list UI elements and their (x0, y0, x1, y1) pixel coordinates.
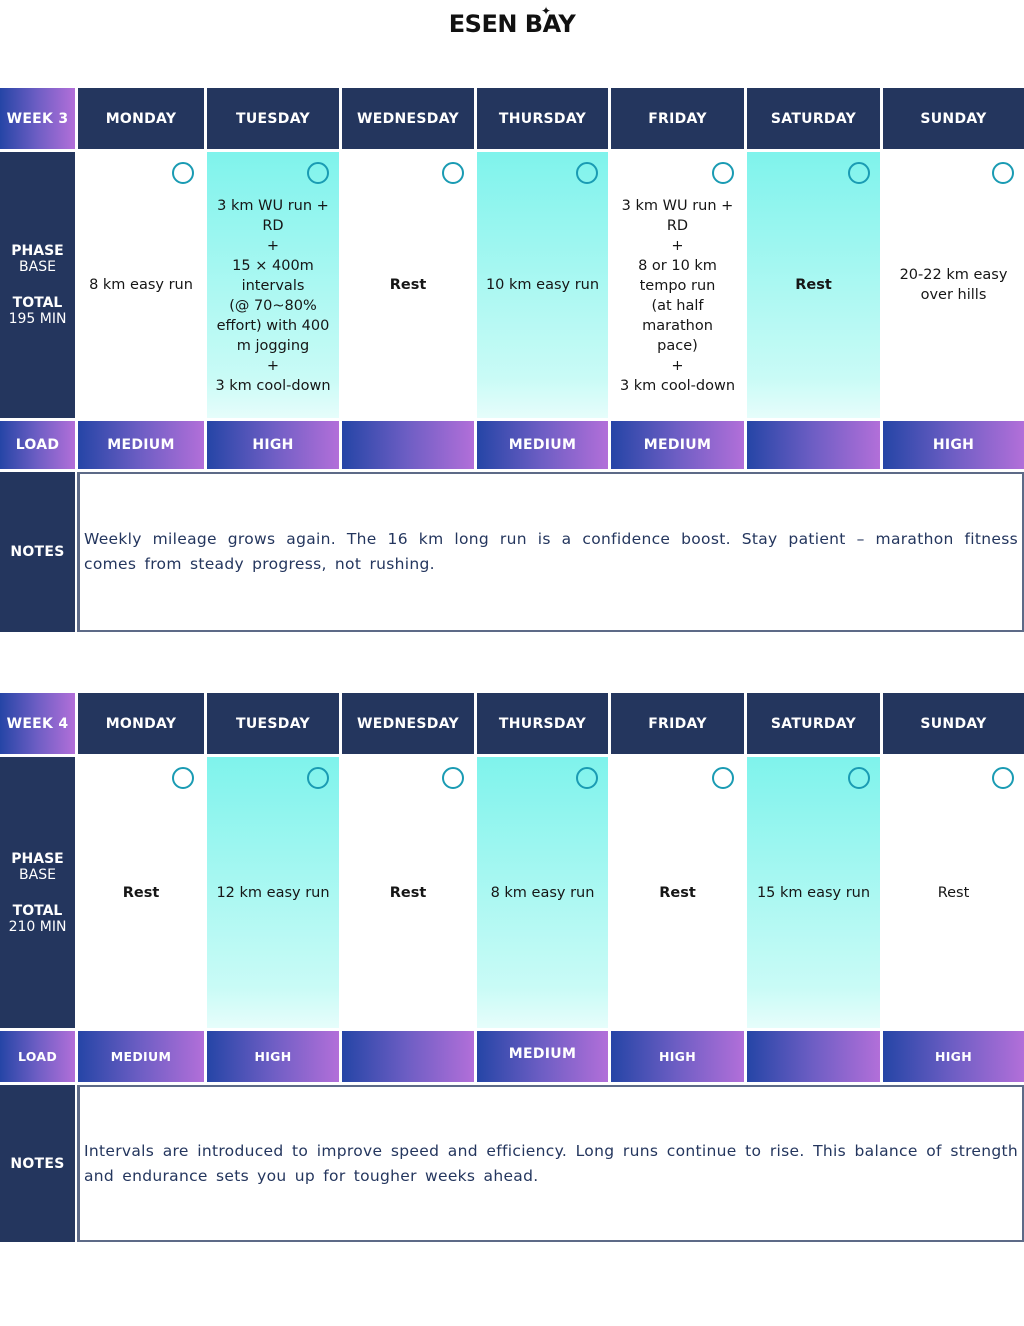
day-header-sunday: SUNDAY (883, 693, 1024, 754)
logo-text: ESEN BAY (448, 10, 576, 38)
completion-checkbox[interactable] (576, 767, 598, 789)
workout-text: Rest (795, 277, 832, 293)
load-badge-thursday: MEDIUM (477, 1031, 608, 1082)
phase-label: PHASE (11, 243, 64, 259)
workout-cell-friday: Rest (611, 757, 744, 1028)
load-badge-tuesday: HIGH (207, 1031, 339, 1082)
workout-cell-friday: 3 km WU run + RD + 8 or 10 km tempo run … (611, 152, 744, 418)
workout-cell-wednesday: Rest (342, 152, 474, 418)
completion-checkbox[interactable] (712, 767, 734, 789)
load-badge-saturday (747, 421, 880, 469)
phase-label: PHASE (11, 850, 64, 867)
day-header-wednesday: WEDNESDAY (342, 88, 474, 149)
day-header-sunday: SUNDAY (883, 88, 1024, 149)
day-header-saturday: SATURDAY (747, 693, 880, 754)
load-badge-wednesday (342, 1031, 474, 1082)
workout-cell-monday: 8 km easy run (78, 152, 204, 418)
workout-text: Rest (389, 277, 427, 293)
day-header-thursday: THURSDAY (477, 88, 608, 149)
workout-cell-monday: Rest (78, 757, 204, 1028)
workout-text: 15 km easy run (756, 884, 871, 901)
load-badge-sunday: HIGH (883, 1031, 1024, 1082)
workout-text: 20-22 km easy over hills (899, 267, 1008, 303)
day-header-saturday: SATURDAY (747, 88, 880, 149)
completion-checkbox[interactable] (576, 162, 598, 184)
workout-text: 12 km easy run (216, 884, 330, 901)
workout-cell-tuesday: 3 km WU run + RD + 15 × 400m intervals (… (207, 152, 339, 418)
completion-checkbox[interactable] (172, 162, 194, 184)
workout-cell-sunday: Rest (883, 757, 1024, 1028)
total-label: TOTAL (12, 902, 63, 919)
completion-checkbox[interactable] (442, 162, 464, 184)
load-badge-friday: HIGH (611, 1031, 744, 1082)
day-header-thursday: THURSDAY (477, 693, 608, 754)
day-header-tuesday: TUESDAY (207, 88, 339, 149)
notes-text: Intervals are introduced to improve spee… (84, 1141, 1018, 1185)
day-header-friday: FRIDAY (611, 693, 744, 754)
day-header-monday: MONDAY (78, 88, 204, 149)
day-header-monday: MONDAY (78, 693, 204, 754)
load-badge-sunday: HIGH (883, 421, 1024, 469)
workout-text: Rest (389, 884, 427, 901)
completion-checkbox[interactable] (992, 767, 1014, 789)
total-label: TOTAL (12, 295, 63, 311)
completion-checkbox[interactable] (442, 767, 464, 789)
completion-checkbox[interactable] (992, 162, 1014, 184)
load-label: LOAD (0, 1031, 75, 1082)
day-header-tuesday: TUESDAY (207, 693, 339, 754)
total-value: 210 MIN (8, 918, 67, 935)
load-label: LOAD (0, 421, 75, 469)
load-badge-thursday: MEDIUM (477, 421, 608, 469)
phase-summary: PHASE BASE TOTAL 195 MIN (0, 152, 75, 418)
workout-text: Rest (122, 884, 160, 901)
completion-checkbox[interactable] (307, 162, 329, 184)
day-header-friday: FRIDAY (611, 88, 744, 149)
completion-checkbox[interactable] (172, 767, 194, 789)
phase-summary: PHASE BASE TOTAL 210 MIN (0, 757, 75, 1028)
week-label: WEEK 4 (0, 693, 75, 754)
total-value: 195 MIN (8, 311, 67, 327)
workout-cell-thursday: 8 km easy run (477, 757, 608, 1028)
workout-cell-sunday: 20-22 km easy over hills (883, 152, 1024, 418)
completion-checkbox[interactable] (712, 162, 734, 184)
workout-cell-tuesday: 12 km easy run (207, 757, 339, 1028)
day-header-wednesday: WEDNESDAY (342, 693, 474, 754)
completion-checkbox[interactable] (307, 767, 329, 789)
completion-checkbox[interactable] (848, 162, 870, 184)
workout-cell-saturday: Rest (747, 152, 880, 418)
load-badge-friday: MEDIUM (611, 421, 744, 469)
workout-cell-saturday: 15 km easy run (747, 757, 880, 1028)
phase-value: BASE (19, 259, 56, 275)
notes-box: Weekly mileage grows again. The 16 km lo… (77, 472, 1024, 632)
workout-text: Rest (937, 884, 970, 901)
workout-text: Rest (659, 884, 696, 901)
workout-cell-thursday: 10 km easy run (477, 152, 608, 418)
workout-text: 3 km WU run + RD + 15 × 400m intervals (… (215, 198, 331, 394)
brand-logo: ESEN BAY ✦ (0, 4, 1024, 38)
workout-text: 8 km easy run (89, 277, 193, 293)
load-badge-tuesday: HIGH (207, 421, 339, 469)
completion-checkbox[interactable] (848, 767, 870, 789)
notes-box: Intervals are introduced to improve spee… (77, 1085, 1024, 1242)
workout-text: 8 km easy run (490, 884, 595, 901)
notes-label: NOTES (0, 1085, 75, 1242)
workout-cell-wednesday: Rest (342, 757, 474, 1028)
load-badge-monday: MEDIUM (78, 421, 204, 469)
star-icon: ✦ (541, 4, 551, 18)
phase-value: BASE (19, 866, 56, 883)
notes-label: NOTES (0, 472, 75, 632)
workout-text: 3 km WU run + RD + 8 or 10 km tempo run … (619, 198, 736, 394)
load-badge-monday: MEDIUM (78, 1031, 204, 1082)
week-label: WEEK 3 (0, 88, 75, 149)
notes-text: Weekly mileage grows again. The 16 km lo… (84, 530, 1018, 573)
workout-text: 10 km easy run (485, 277, 600, 293)
load-badge-wednesday (342, 421, 474, 469)
load-badge-saturday (747, 1031, 880, 1082)
